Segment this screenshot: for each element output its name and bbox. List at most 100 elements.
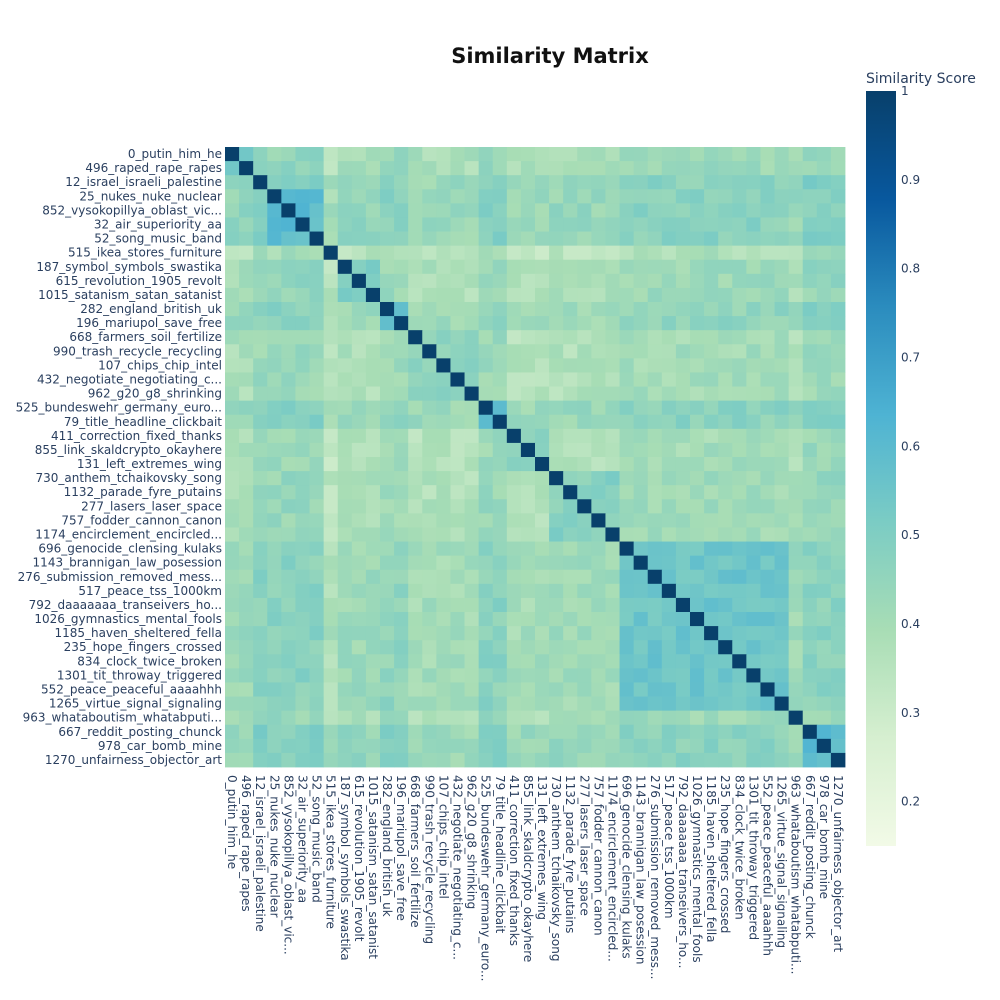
heatmap-cell[interactable] <box>774 710 790 726</box>
heatmap-cell[interactable] <box>520 499 536 514</box>
heatmap-cell[interactable] <box>520 752 536 768</box>
heatmap-cell[interactable] <box>309 161 325 176</box>
heatmap-cell[interactable] <box>295 626 310 641</box>
heatmap-cell[interactable] <box>549 372 564 387</box>
heatmap-cell[interactable] <box>506 161 522 176</box>
heatmap-cell[interactable] <box>563 428 578 444</box>
heatmap-cell[interactable] <box>802 612 818 627</box>
heatmap-cell[interactable] <box>450 344 465 359</box>
heatmap-cell[interactable] <box>337 485 353 500</box>
heatmap-cell[interactable] <box>802 245 818 261</box>
heatmap-cell[interactable] <box>464 316 480 331</box>
heatmap-cell[interactable] <box>323 189 339 204</box>
heatmap-cell[interactable] <box>225 654 240 669</box>
heatmap-cell[interactable] <box>563 273 578 289</box>
heatmap-cell[interactable] <box>281 654 296 669</box>
heatmap-cell[interactable] <box>732 668 747 683</box>
heatmap-cell[interactable] <box>408 457 423 472</box>
heatmap-cell[interactable] <box>760 428 775 444</box>
heatmap-cell[interactable] <box>380 245 395 261</box>
heatmap-cell[interactable] <box>492 400 508 416</box>
heatmap-cell[interactable] <box>492 710 508 726</box>
heatmap-cell[interactable] <box>365 161 381 176</box>
heatmap-cell[interactable] <box>408 203 423 218</box>
heatmap-cell[interactable] <box>704 696 719 712</box>
heatmap-cell[interactable] <box>563 344 578 359</box>
heatmap-cell[interactable] <box>535 752 550 768</box>
heatmap-cell[interactable] <box>732 175 747 190</box>
heatmap-cell[interactable] <box>732 414 747 430</box>
heatmap-cell[interactable] <box>323 372 339 387</box>
heatmap-cell[interactable] <box>478 217 494 232</box>
heatmap-cell[interactable] <box>450 612 465 627</box>
heatmap-cell[interactable] <box>267 442 282 458</box>
heatmap-cell[interactable] <box>549 259 564 275</box>
heatmap-cell[interactable] <box>591 203 606 218</box>
heatmap-cell[interactable] <box>337 330 353 345</box>
heatmap-cell[interactable] <box>436 316 451 331</box>
heatmap-cell[interactable] <box>774 442 790 458</box>
heatmap-cell[interactable] <box>464 287 480 303</box>
heatmap-cell[interactable] <box>774 738 790 754</box>
heatmap-cell[interactable] <box>365 386 381 402</box>
heatmap-cell[interactable] <box>647 316 663 331</box>
heatmap-cell[interactable] <box>253 203 268 218</box>
heatmap-cell[interactable] <box>337 569 353 585</box>
heatmap-cell[interactable] <box>380 344 395 359</box>
heatmap-cell[interactable] <box>351 527 367 542</box>
heatmap-cell[interactable] <box>422 386 437 402</box>
heatmap-cell[interactable] <box>450 302 465 317</box>
heatmap-cell[interactable] <box>422 682 437 697</box>
heatmap-cell[interactable] <box>816 583 832 599</box>
heatmap-cell[interactable] <box>492 513 508 528</box>
heatmap-cell[interactable] <box>323 287 339 303</box>
heatmap-cell[interactable] <box>309 513 325 528</box>
heatmap-cell[interactable] <box>351 414 367 430</box>
heatmap-cell[interactable] <box>394 231 409 247</box>
heatmap-cell[interactable] <box>380 372 395 387</box>
heatmap-cell[interactable] <box>661 273 677 289</box>
heatmap-cell[interactable] <box>295 499 310 514</box>
heatmap-cell[interactable] <box>760 626 775 641</box>
heatmap-cell[interactable] <box>563 597 578 613</box>
heatmap-cell[interactable] <box>647 428 663 444</box>
heatmap-cell[interactable] <box>422 612 437 627</box>
heatmap-cell[interactable] <box>450 414 465 430</box>
heatmap-cell[interactable] <box>830 541 846 557</box>
heatmap-cell[interactable] <box>746 696 761 712</box>
heatmap-cell[interactable] <box>380 597 395 613</box>
heatmap-cell[interactable] <box>704 738 719 754</box>
heatmap-cell[interactable] <box>365 541 381 557</box>
heatmap-cell[interactable] <box>323 597 339 613</box>
heatmap-cell[interactable] <box>802 386 818 402</box>
heatmap-cell[interactable] <box>591 752 606 768</box>
heatmap-cell[interactable] <box>774 189 790 204</box>
heatmap-cell[interactable] <box>309 175 325 190</box>
heatmap-cell[interactable] <box>281 569 296 585</box>
heatmap-cell[interactable] <box>436 344 451 359</box>
heatmap-cell[interactable] <box>436 668 451 683</box>
heatmap-cell[interactable] <box>492 273 508 289</box>
heatmap-cell[interactable] <box>253 372 268 387</box>
heatmap-cell[interactable] <box>675 147 691 162</box>
heatmap-cell[interactable] <box>718 668 733 683</box>
heatmap-cell[interactable] <box>408 499 423 514</box>
heatmap-cell[interactable] <box>365 400 381 416</box>
heatmap-cell[interactable] <box>450 231 465 247</box>
heatmap-cell[interactable] <box>436 273 451 289</box>
heatmap-cell[interactable] <box>802 175 818 190</box>
heatmap-cell[interactable] <box>718 541 733 557</box>
heatmap-cell[interactable] <box>394 612 409 627</box>
heatmap-cell[interactable] <box>478 189 494 204</box>
heatmap-cell[interactable] <box>365 597 381 613</box>
heatmap-cell[interactable] <box>619 372 635 387</box>
heatmap-cell[interactable] <box>591 428 606 444</box>
heatmap-cell[interactable] <box>788 414 804 430</box>
heatmap-cell[interactable] <box>380 147 395 162</box>
heatmap-cell[interactable] <box>408 386 423 402</box>
heatmap-cell[interactable] <box>380 485 395 500</box>
heatmap-cell[interactable] <box>746 386 761 402</box>
heatmap-cell[interactable] <box>591 513 606 528</box>
heatmap-cell[interactable] <box>605 471 620 486</box>
heatmap-cell[interactable] <box>295 259 310 275</box>
